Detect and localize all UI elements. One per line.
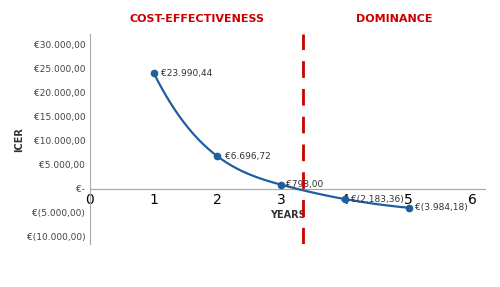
Text: €(2.183,36): €(2.183,36) bbox=[351, 195, 404, 203]
Text: €23.990,44: €23.990,44 bbox=[162, 69, 212, 77]
Y-axis label: ICER: ICER bbox=[14, 127, 24, 152]
Text: €6.696,72: €6.696,72 bbox=[225, 152, 271, 161]
Text: COST-EFFECTIVENESS: COST-EFFECTIVENESS bbox=[129, 14, 264, 24]
X-axis label: YEARS: YEARS bbox=[270, 210, 306, 220]
Text: DOMINANCE: DOMINANCE bbox=[356, 14, 432, 24]
Text: €(3.984,18): €(3.984,18) bbox=[415, 203, 468, 212]
Text: €798,00: €798,00 bbox=[286, 180, 324, 189]
